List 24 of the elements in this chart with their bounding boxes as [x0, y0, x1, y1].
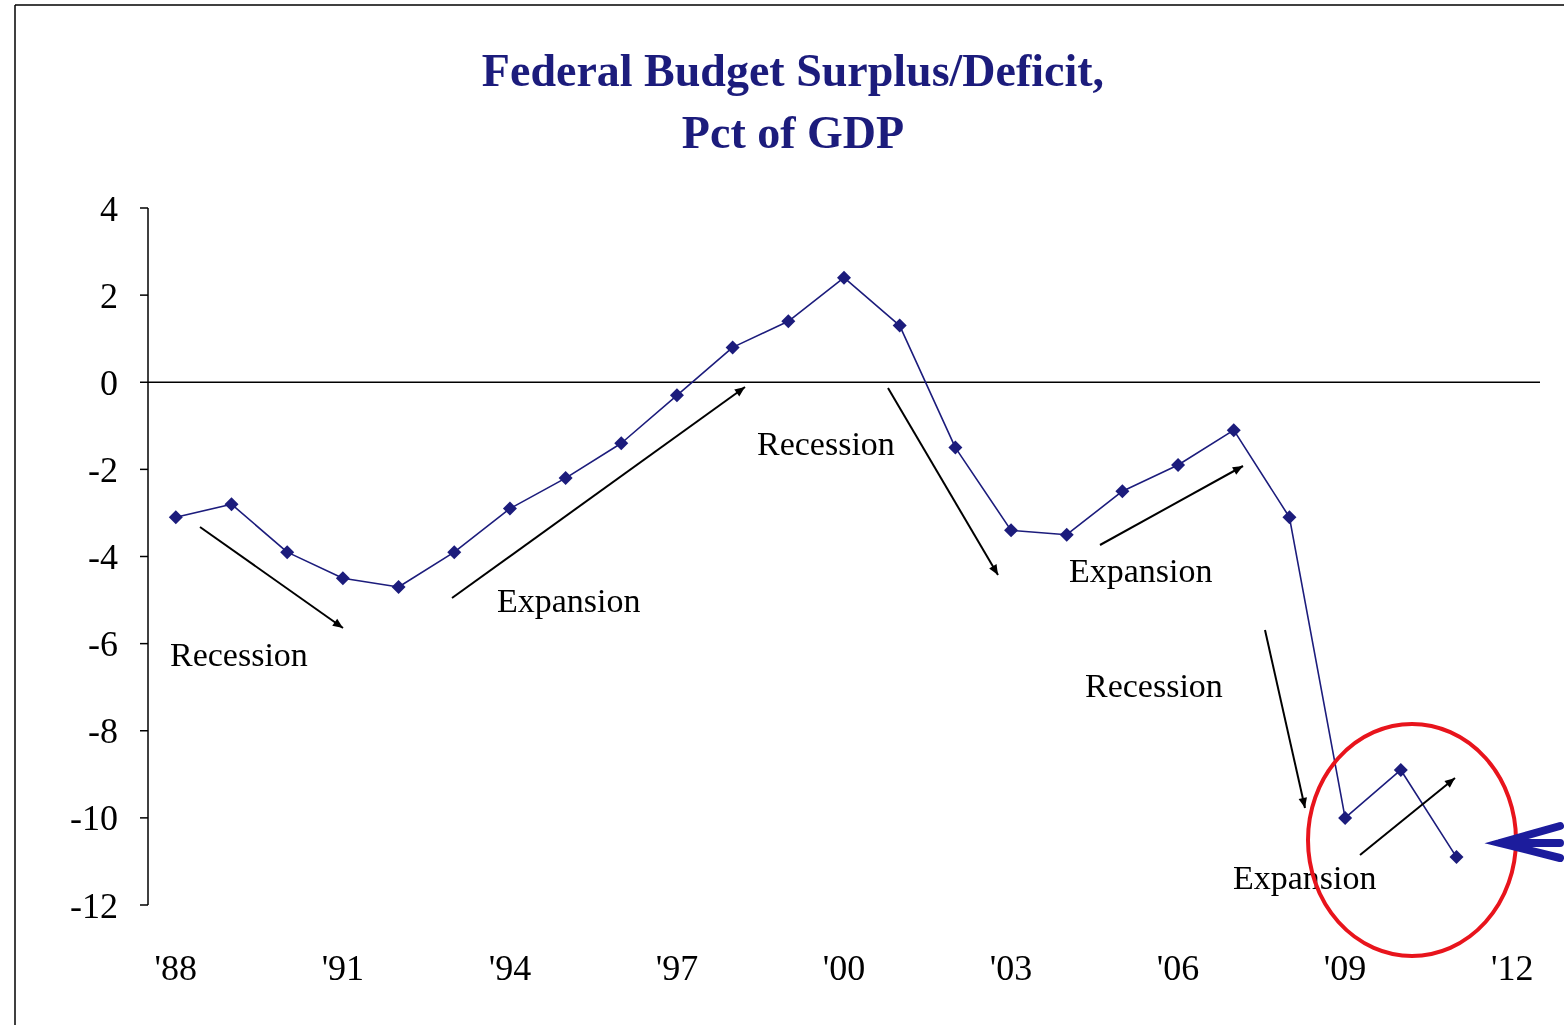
x-tick-label: '00: [822, 948, 866, 988]
x-tick-label: '06: [1156, 948, 1200, 988]
x-tick-label: '88: [154, 948, 198, 988]
x-tick-label: '09: [1323, 948, 1367, 988]
x-tick-label: '12: [1490, 948, 1534, 988]
annotation: Recession: [757, 425, 895, 462]
y-tick-label: -6: [88, 624, 118, 665]
y-tick-label: 2: [100, 275, 118, 316]
y-tick-label: 4: [100, 188, 118, 229]
x-tick-label: '97: [655, 948, 699, 988]
annotation: Expansion: [497, 582, 641, 619]
y-tick-label: -2: [88, 449, 118, 490]
y-tick-label: -8: [88, 711, 118, 752]
annotation: Expansion: [1069, 552, 1213, 589]
y-tick-label: -10: [70, 798, 118, 839]
x-tick-label: '91: [321, 948, 365, 988]
x-tick-label: '94: [488, 948, 532, 988]
annotation: Recession: [1085, 667, 1223, 704]
y-tick-label: 0: [100, 362, 118, 403]
x-tick-label: '03: [989, 948, 1033, 988]
y-tick-label: -4: [88, 537, 118, 578]
annotation: Recession: [170, 636, 308, 673]
y-tick-label: -12: [70, 885, 118, 926]
chart-title: Federal Budget Surplus/Deficit, Pct of GDP: [481, 45, 1105, 158]
